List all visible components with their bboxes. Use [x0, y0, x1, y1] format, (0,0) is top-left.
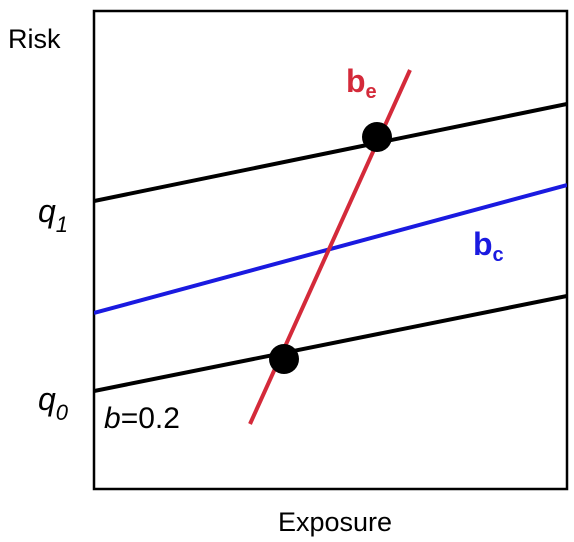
be-base: b: [346, 63, 366, 99]
q1-base: q: [38, 193, 56, 229]
q1-subscript: 1: [56, 212, 68, 237]
be-label: be: [346, 63, 377, 103]
q1-label: q1: [38, 193, 68, 237]
slope-value: =0.2: [121, 402, 180, 435]
q0-base: q: [38, 381, 56, 417]
lower-intersection-dot: [269, 344, 299, 374]
lower-black-line: [94, 294, 567, 393]
bc-subscript: c: [493, 244, 504, 266]
q0-label: q0: [38, 381, 69, 425]
be-subscript: e: [366, 81, 377, 103]
slope-b: b: [104, 402, 121, 435]
slope-label: b=0.2: [104, 402, 180, 435]
x-axis-label: Exposure: [278, 507, 392, 537]
upper-black-line: [94, 102, 567, 203]
bc-label: bc: [473, 226, 504, 266]
q0-subscript: 0: [56, 400, 69, 425]
upper-intersection-dot: [362, 122, 392, 152]
bc-base: b: [473, 226, 493, 262]
y-axis-label: Risk: [8, 24, 61, 54]
